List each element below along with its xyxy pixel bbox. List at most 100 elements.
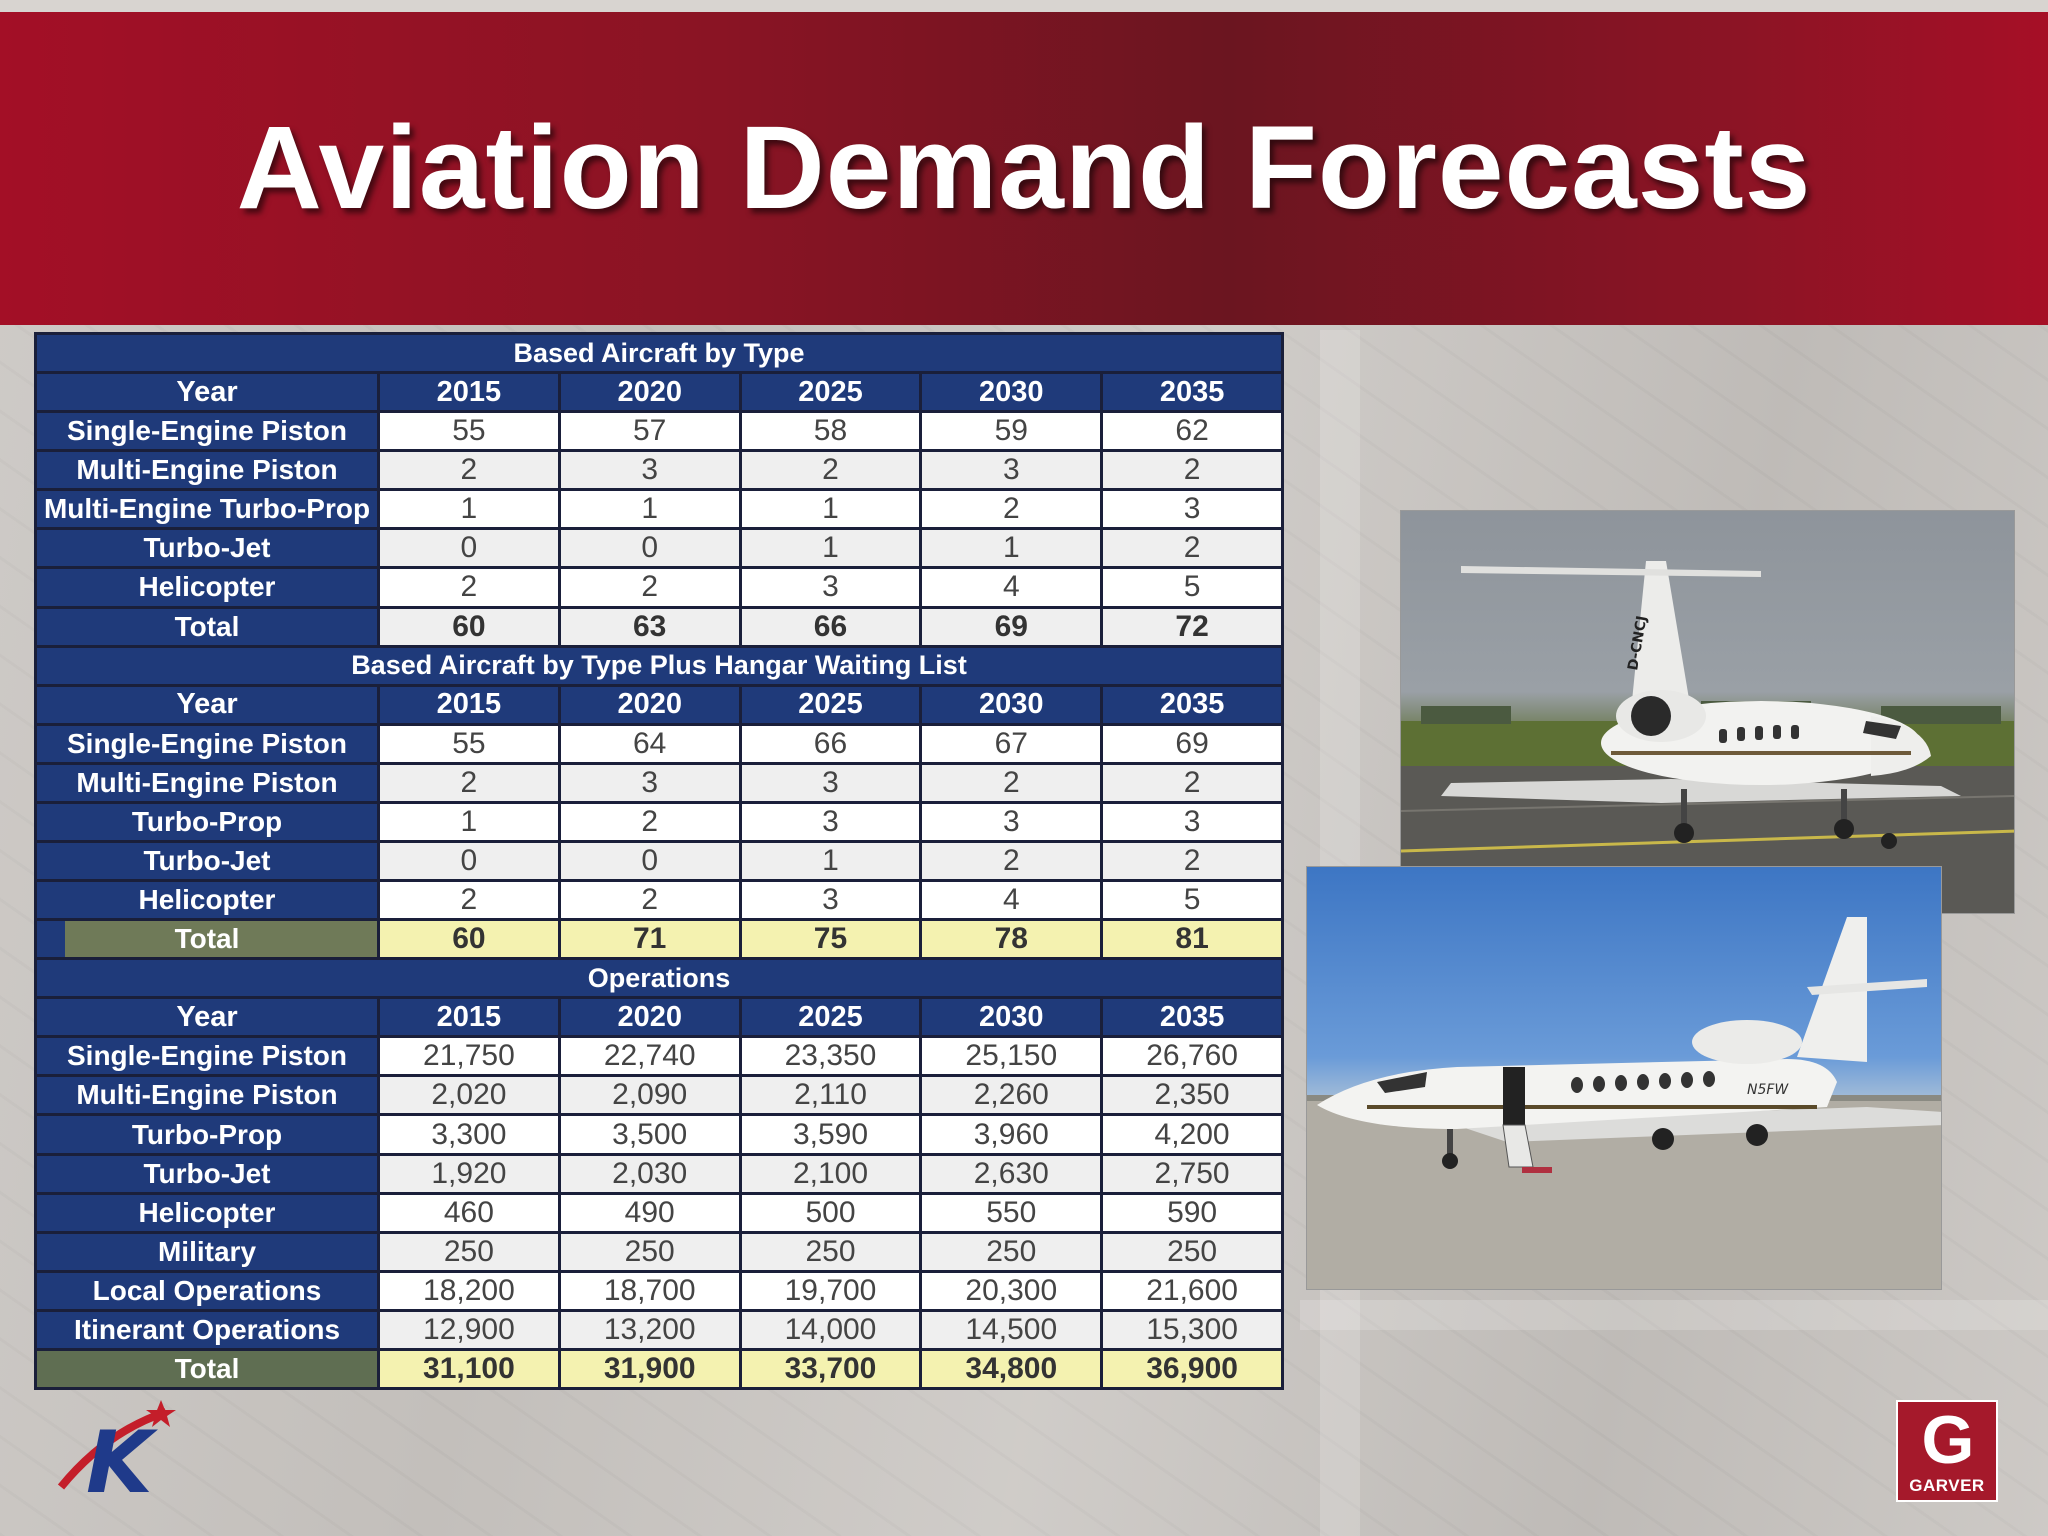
table-cell: 500: [741, 1194, 920, 1231]
year-header: 2035: [1103, 999, 1281, 1036]
table-cell: 1: [741, 530, 920, 567]
table-cell: 2: [560, 882, 739, 919]
table-cell: 250: [1103, 1233, 1281, 1270]
table-cell: 2,090: [560, 1077, 739, 1114]
row-label: Local Operations: [37, 1272, 377, 1309]
table-cell: 3,960: [922, 1116, 1101, 1153]
year-header: 2015: [380, 686, 558, 723]
total-cell: 71: [560, 921, 739, 958]
table-cell: 1: [560, 491, 739, 528]
table-cell: 25,150: [922, 1038, 1101, 1075]
table-cell: 3: [560, 452, 739, 489]
total-cell: 63: [560, 608, 739, 645]
total-cell: 34,800: [922, 1350, 1101, 1387]
year-header: 2020: [560, 374, 739, 411]
table-cell: 0: [380, 842, 558, 880]
table-cell: 3: [922, 803, 1101, 840]
table-cell: 55: [380, 413, 558, 450]
total-cell: 60: [380, 608, 558, 645]
table-cell: 2: [922, 491, 1101, 528]
section-title: Based Aircraft by Type Plus Hangar Waiti…: [37, 647, 1281, 684]
table-cell: 13,200: [560, 1311, 739, 1348]
table-cell: 5: [1103, 882, 1281, 919]
table-cell: 1,920: [380, 1155, 558, 1192]
row-label: Helicopter: [37, 1194, 377, 1231]
year-header: 2015: [380, 374, 558, 411]
table-cell: 3: [560, 764, 739, 801]
table-cell: 64: [560, 725, 739, 762]
year-header: 2035: [1103, 374, 1281, 411]
total-cell: 36,900: [1103, 1350, 1281, 1387]
year-header: 2015: [380, 999, 558, 1036]
table-cell: 22,740: [560, 1038, 739, 1075]
total-cell: 33,700: [741, 1350, 920, 1387]
table-cell: 2,030: [560, 1155, 739, 1192]
table-cell: 3: [1103, 491, 1281, 528]
table-cell: 69: [1103, 725, 1281, 762]
table-cell: 3: [1103, 803, 1281, 840]
row-label: Itinerant Operations: [37, 1311, 377, 1348]
table-cell: 2: [922, 764, 1101, 801]
table-cell: 2: [380, 764, 558, 801]
total-cell: 31,100: [380, 1350, 558, 1387]
table-cell: 2,020: [380, 1077, 558, 1114]
table-cell: 3,500: [560, 1116, 739, 1153]
table-cell: 2: [1103, 452, 1281, 489]
top-border: [0, 0, 2048, 12]
table-cell: 2: [560, 569, 739, 606]
table-cell: 55: [380, 725, 558, 762]
year-header: 2020: [560, 999, 739, 1036]
year-header-label: Year: [37, 374, 377, 411]
total-cell: 72: [1103, 608, 1281, 645]
table-cell: 250: [380, 1233, 558, 1270]
slide-title: Aviation Demand Forecasts: [236, 102, 1812, 234]
row-label: Single-Engine Piston: [37, 1038, 377, 1075]
row-label: Multi-Engine Piston: [37, 764, 377, 801]
table-cell: 3,590: [741, 1116, 920, 1153]
year-header-label: Year: [37, 999, 377, 1036]
table-cell: 59: [922, 413, 1101, 450]
garver-logo: G GARVER: [1896, 1400, 1998, 1502]
table-cell: 0: [560, 842, 739, 880]
table-cell: 490: [560, 1194, 739, 1231]
row-label: Military: [37, 1233, 377, 1270]
total-row-label: Total: [37, 608, 377, 645]
table-cell: 67: [922, 725, 1101, 762]
table-cell: 250: [922, 1233, 1101, 1270]
table-cell: 2: [1103, 530, 1281, 567]
k-letter: K: [86, 1413, 158, 1502]
table-cell: 550: [922, 1194, 1101, 1231]
table-cell: 5: [1103, 569, 1281, 606]
table-cell: 3: [741, 764, 920, 801]
table-cell: 460: [380, 1194, 558, 1231]
garver-text: GARVER: [1909, 1476, 1985, 1495]
year-header: 2025: [741, 999, 920, 1036]
row-label: Helicopter: [37, 569, 377, 606]
table-cell: 2: [1103, 842, 1281, 880]
table-cell: 26,760: [1103, 1038, 1281, 1075]
table-cell: 3: [741, 882, 920, 919]
row-label: Single-Engine Piston: [37, 413, 377, 450]
table-cell: 1: [380, 803, 558, 840]
title-banner: [0, 12, 2048, 325]
table-cell: 12,900: [380, 1311, 558, 1348]
table-cell: 18,200: [380, 1272, 558, 1309]
forecast-table: Based Aircraft by Type Year 2015 2020 2025 20…: [34, 332, 1284, 1390]
table-cell: 1: [380, 491, 558, 528]
table-cell: 2: [380, 569, 558, 606]
section-title: Operations: [37, 960, 1281, 997]
table-cell: 590: [1103, 1194, 1281, 1231]
k-logo: K: [57, 1400, 176, 1502]
table-cell: 4: [922, 882, 1101, 919]
total-cell: 78: [922, 921, 1101, 958]
table-cell: 1: [741, 842, 920, 880]
row-label: Multi-Engine Piston: [37, 1077, 377, 1114]
row-label: Helicopter: [37, 882, 377, 919]
garver-letter: G: [1921, 1402, 1975, 1478]
total-cell: 81: [1103, 921, 1281, 958]
row-label: Multi-Engine Piston: [37, 452, 377, 489]
year-header: 2020: [560, 686, 739, 723]
row-label: Turbo-Jet: [37, 1155, 377, 1192]
table-cell: 0: [560, 530, 739, 567]
table-cell: 2: [922, 842, 1101, 880]
